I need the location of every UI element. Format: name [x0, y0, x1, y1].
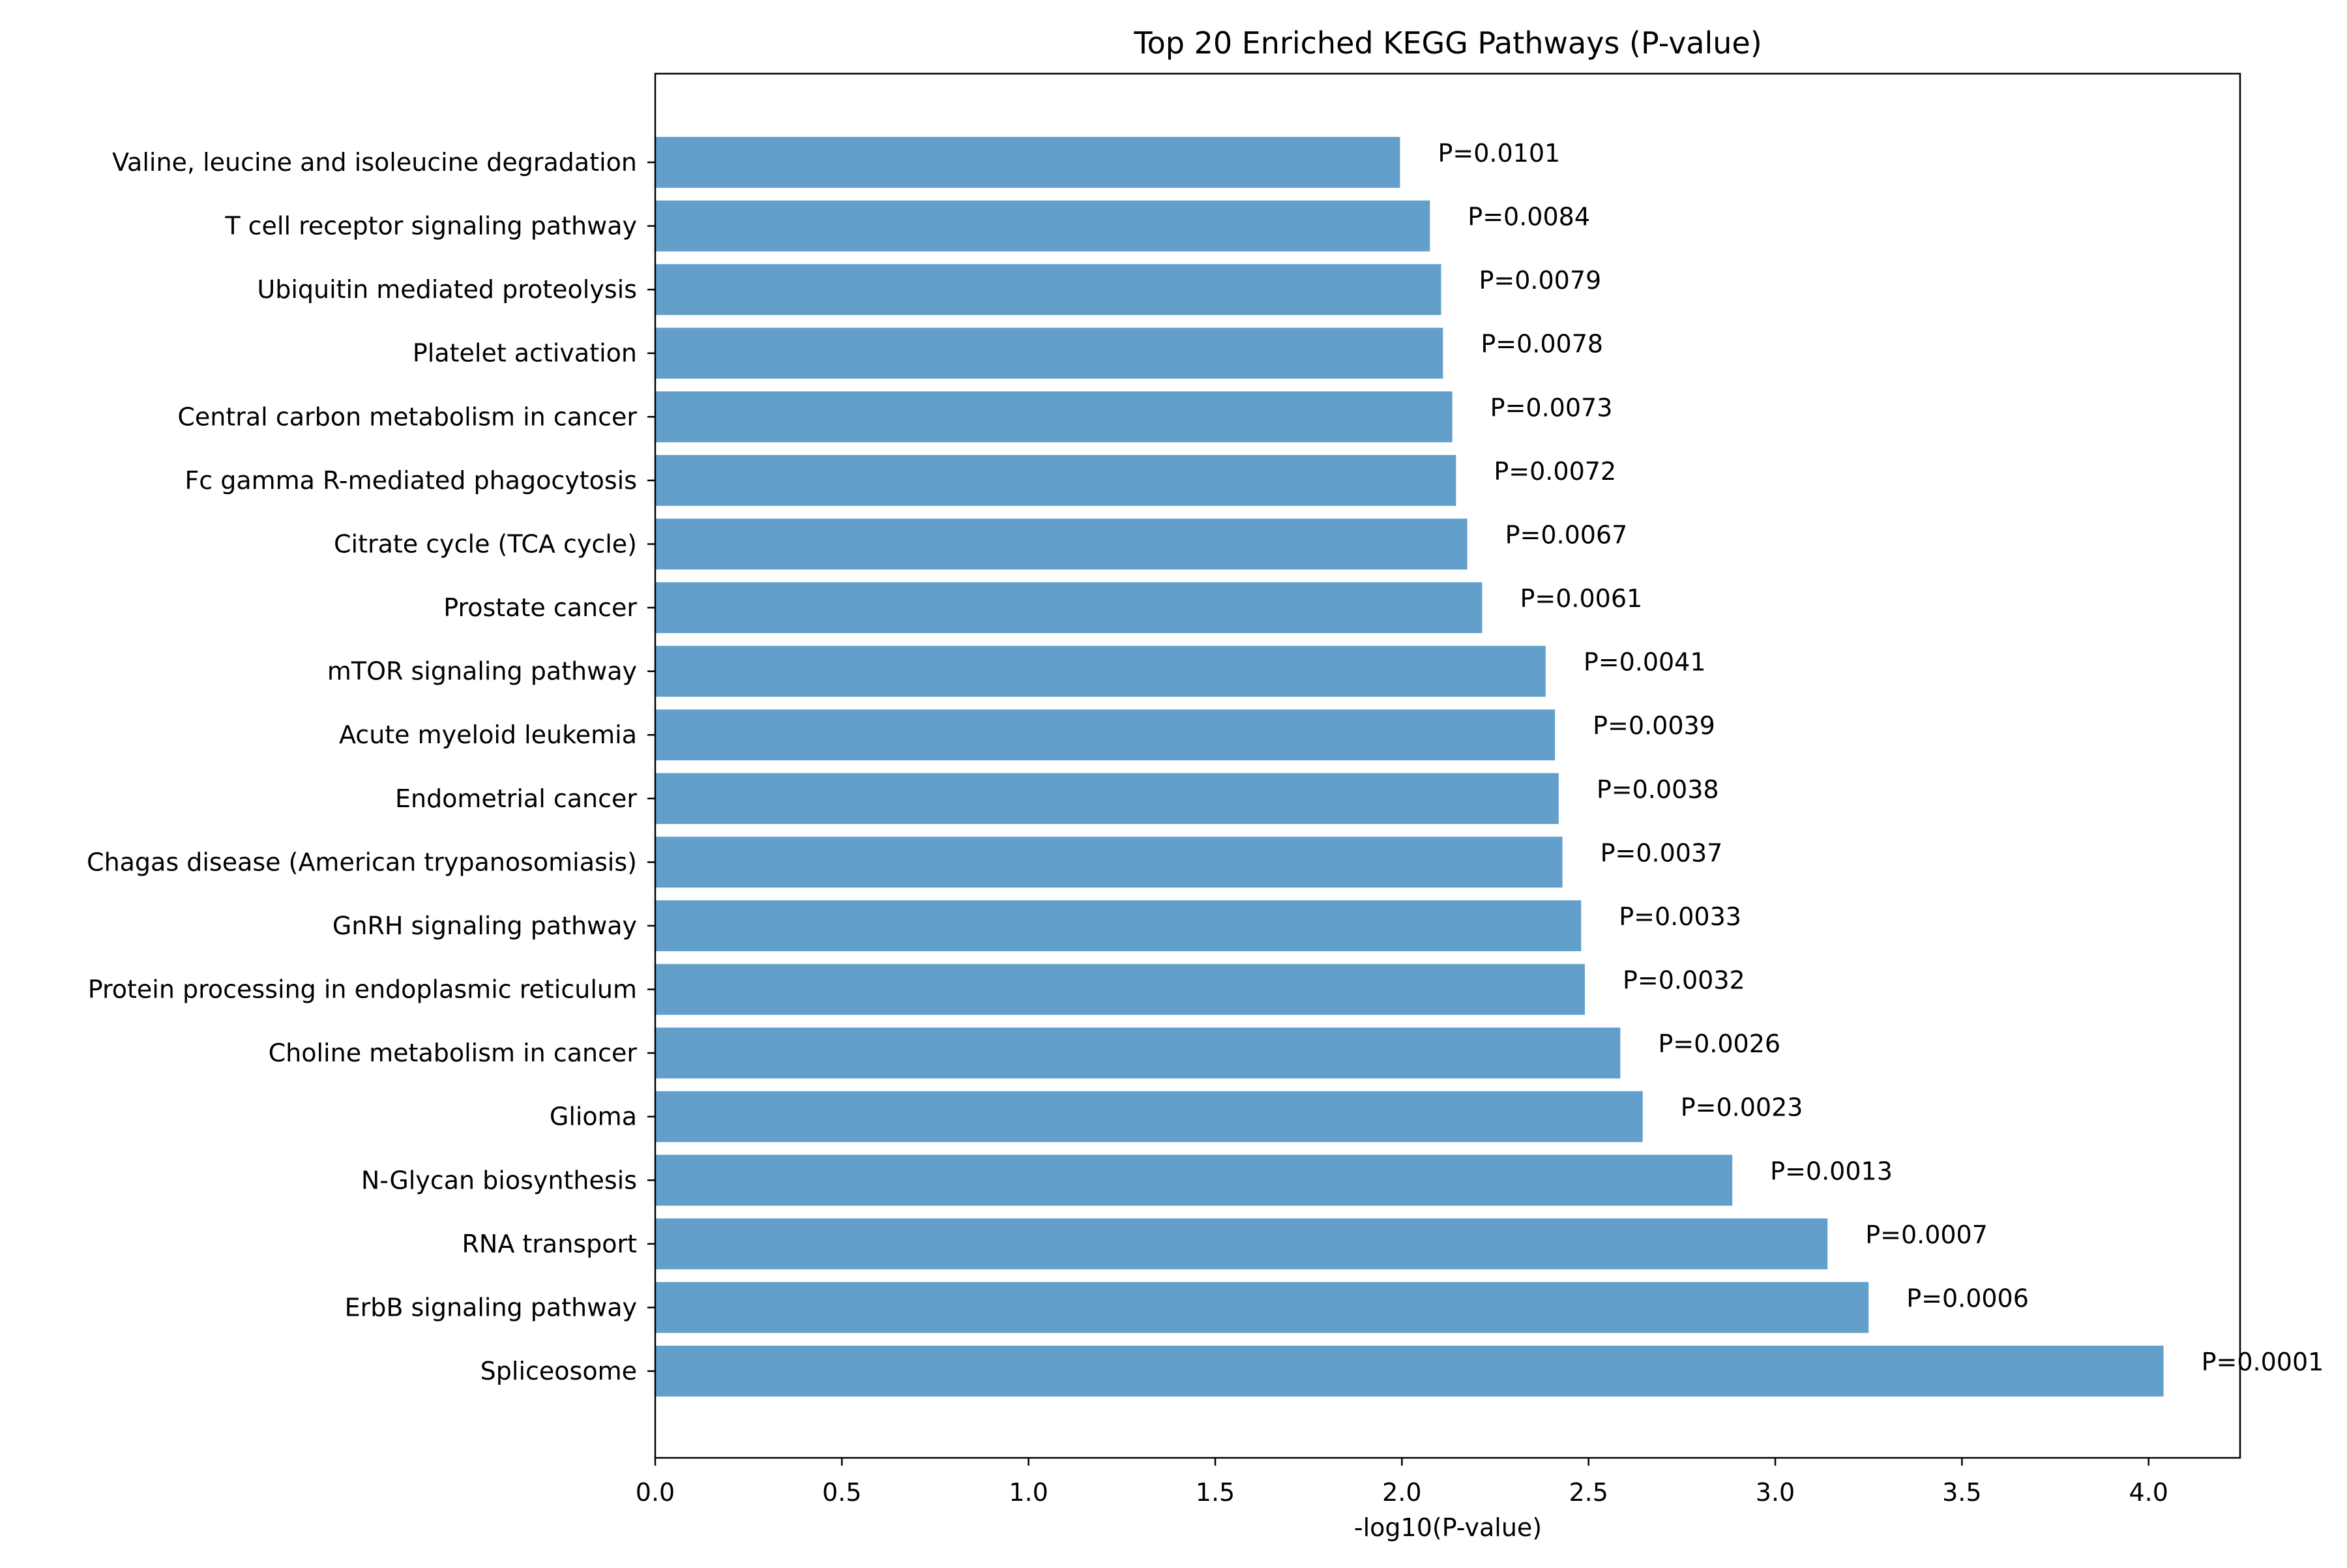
bar: [655, 900, 1582, 951]
x-tick-label: 3.5: [1942, 1478, 1981, 1507]
bar: [655, 1345, 2164, 1397]
bar-annotation: P=0.0032: [1623, 966, 1745, 995]
y-tick-label: Platelet activation: [413, 339, 637, 368]
bar-annotation: P=0.0084: [1468, 203, 1590, 231]
bar-annotation: P=0.0041: [1584, 648, 1706, 677]
bar: [655, 964, 1585, 1015]
x-axis-label: -log10(P-value): [1354, 1513, 1542, 1542]
bar-annotation: P=0.0073: [1490, 393, 1613, 422]
bar-annotation: P=0.0079: [1479, 266, 1601, 295]
bar-annotation: P=0.0023: [1681, 1093, 1803, 1122]
y-tick-label: Valine, leucine and isoleucine degradati…: [112, 148, 637, 177]
bar-annotation: P=0.0038: [1597, 775, 1719, 804]
y-axis-ticks: [647, 161, 655, 1372]
bar-annotations: P=0.0001 P=0.0006 P=0.0007 P=0.0013 P=0.0023…: [1438, 139, 2324, 1376]
y-tick-label: Prostate cancer: [443, 593, 637, 622]
x-tick-label: 1.5: [1196, 1478, 1235, 1507]
bar: [655, 327, 1443, 379]
y-tick-label: T cell receptor signaling pathway: [224, 212, 637, 241]
x-tick-label: 2.0: [1382, 1478, 1421, 1507]
bar: [655, 1028, 1621, 1079]
bar-annotation: P=0.0061: [1520, 584, 1642, 613]
y-tick-label: Central carbon metabolism in cancer: [177, 402, 637, 431]
y-tick-label: Acute myeloid leukemia: [339, 720, 637, 749]
bar: [655, 645, 1546, 697]
bar: [655, 391, 1453, 443]
x-tick-label: 3.0: [1756, 1478, 1795, 1507]
category-labels: Spliceosome ErbB signaling pathway RNA tra…: [87, 148, 637, 1385]
bar: [655, 773, 1559, 824]
bars-layer: [655, 136, 2164, 1397]
chart-title: Top 20 Enriched KEGG Pathways (P-value): [1133, 25, 1762, 61]
bar: [655, 200, 1430, 252]
bar-annotation: P=0.0026: [1658, 1029, 1780, 1058]
bar: [655, 264, 1441, 316]
x-tick-label: 0.0: [636, 1478, 675, 1507]
bar-annotation: P=0.0067: [1505, 520, 1628, 549]
x-tick-label: 4.0: [2129, 1478, 2168, 1507]
y-tick-label: GnRH signaling pathway: [332, 911, 637, 940]
bar-annotation: P=0.0072: [1494, 457, 1616, 486]
y-tick-label: Spliceosome: [480, 1357, 637, 1385]
bar-annotation: P=0.0039: [1593, 711, 1715, 740]
bar: [655, 1091, 1643, 1142]
bar-annotation: P=0.0001: [2202, 1348, 2324, 1376]
y-tick-label: Endometrial cancer: [395, 784, 637, 813]
bar: [655, 709, 1556, 761]
bar-annotation: P=0.0101: [1438, 139, 1560, 168]
y-tick-label: Citrate cycle (TCA cycle): [334, 529, 637, 558]
bar: [655, 582, 1483, 634]
bar: [655, 1282, 1869, 1333]
bar: [655, 136, 1400, 188]
bar: [655, 1155, 1733, 1206]
bar-annotation: P=0.0078: [1481, 330, 1603, 359]
bar: [655, 454, 1456, 506]
bar: [655, 518, 1468, 570]
y-tick-label: N-Glycan biosynthesis: [361, 1166, 637, 1194]
bar-annotation: P=0.0013: [1770, 1157, 1893, 1185]
y-tick-label: Ubiquitin mediated proteolysis: [257, 275, 637, 304]
bar-annotation: P=0.0006: [1906, 1284, 2029, 1312]
bar: [655, 1218, 1828, 1269]
y-tick-label: Chagas disease (American trypanosomiasis…: [87, 848, 637, 876]
x-tick-label: 2.5: [1569, 1478, 1608, 1507]
bar-annotation: P=0.0007: [1865, 1220, 1988, 1249]
y-tick-label: Protein processing in endoplasmic reticu…: [88, 975, 637, 1004]
bar-annotation: P=0.0037: [1601, 838, 1723, 867]
plot-frame: [654, 72, 2241, 1459]
x-tick-label: 0.5: [822, 1478, 861, 1507]
bar: [655, 836, 1563, 888]
y-tick-label: Choline metabolism in cancer: [269, 1039, 638, 1067]
y-tick-label: Glioma: [550, 1102, 637, 1131]
y-tick-label: ErbB signaling pathway: [345, 1293, 637, 1322]
bar-annotation: P=0.0033: [1619, 902, 1741, 931]
y-tick-label: mTOR signaling pathway: [327, 657, 637, 686]
y-tick-label: RNA transport: [462, 1230, 638, 1258]
x-tick-label: 1.0: [1009, 1478, 1048, 1507]
x-axis-ticks: 0.0 0.5 1.0 1.5 2.0 2.5 3.0 3.5 4.0: [636, 1458, 2168, 1507]
y-tick-label: Fc gamma R-mediated phagocytosis: [185, 466, 637, 495]
